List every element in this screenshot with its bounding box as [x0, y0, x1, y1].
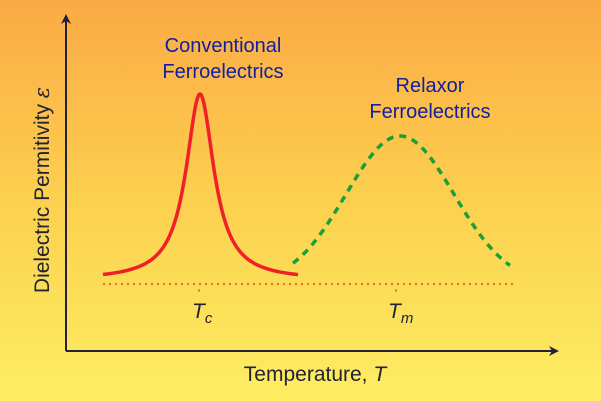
conventional-label-line2: Ferroelectrics	[162, 61, 283, 83]
x-axis-label: Temperature, T	[244, 363, 389, 386]
tc-label: Tc	[192, 300, 213, 327]
relaxor-curve	[291, 134, 512, 267]
y-axis-label: Dielectric Permitivity ε	[30, 87, 54, 293]
conventional-label-line1: Conventional	[165, 35, 282, 57]
relaxor-label-line2: Ferroelectrics	[369, 101, 490, 123]
tm-label: Tm	[388, 300, 413, 327]
relaxor-label-line1: Relaxor	[396, 75, 465, 97]
conventional-curve	[102, 91, 299, 277]
